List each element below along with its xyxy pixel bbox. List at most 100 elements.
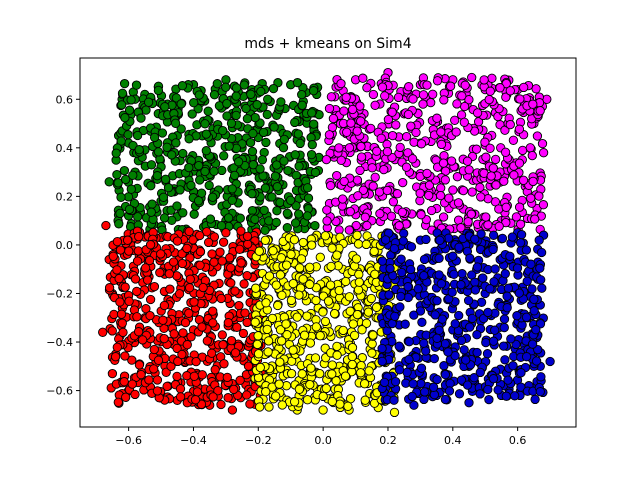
data-point bbox=[234, 300, 244, 311]
data-point bbox=[132, 312, 142, 322]
data-point bbox=[277, 290, 287, 300]
data-point bbox=[215, 247, 225, 257]
data-point bbox=[261, 387, 271, 397]
data-point bbox=[269, 122, 279, 132]
data-point bbox=[227, 195, 237, 205]
data-point bbox=[409, 400, 419, 410]
data-point bbox=[366, 293, 376, 304]
data-point bbox=[322, 205, 332, 215]
data-point bbox=[120, 174, 131, 185]
data-point bbox=[481, 337, 491, 348]
data-point bbox=[498, 341, 509, 351]
data-point bbox=[115, 297, 125, 307]
data-point bbox=[389, 395, 399, 405]
data-point bbox=[318, 391, 328, 402]
data-point bbox=[114, 219, 124, 229]
data-point bbox=[432, 113, 442, 123]
data-point bbox=[136, 113, 146, 123]
data-point bbox=[200, 166, 210, 177]
data-point bbox=[383, 114, 394, 125]
data-point bbox=[506, 334, 516, 344]
data-point bbox=[231, 83, 242, 93]
data-point bbox=[236, 258, 246, 268]
data-point bbox=[247, 146, 258, 157]
data-point bbox=[347, 359, 357, 370]
data-point bbox=[160, 174, 171, 184]
data-point bbox=[209, 232, 220, 242]
data-point bbox=[167, 150, 177, 160]
data-point bbox=[415, 188, 425, 198]
data-point bbox=[415, 306, 426, 316]
data-point bbox=[326, 261, 336, 272]
data-point bbox=[263, 336, 274, 346]
data-point bbox=[432, 374, 442, 385]
data-point bbox=[195, 230, 205, 241]
data-point bbox=[464, 95, 474, 105]
data-point bbox=[107, 368, 118, 379]
data-point bbox=[210, 365, 220, 375]
y-tick-label: 0.2 bbox=[56, 190, 74, 203]
data-point bbox=[217, 165, 227, 176]
data-point bbox=[152, 386, 163, 396]
data-point bbox=[189, 209, 199, 219]
data-point bbox=[356, 116, 366, 126]
data-point bbox=[132, 256, 143, 266]
data-point bbox=[223, 318, 233, 328]
data-point bbox=[353, 239, 364, 249]
data-point bbox=[464, 165, 474, 175]
data-point bbox=[229, 384, 239, 395]
data-point bbox=[392, 189, 403, 199]
data-point bbox=[470, 277, 480, 287]
data-point bbox=[208, 192, 218, 202]
data-point bbox=[483, 384, 493, 395]
data-point bbox=[510, 391, 520, 401]
data-point bbox=[536, 372, 546, 382]
data-point bbox=[143, 97, 154, 107]
data-point bbox=[495, 83, 505, 93]
x-tick-label: 0.2 bbox=[379, 434, 397, 447]
data-point bbox=[467, 72, 477, 83]
data-point bbox=[406, 121, 416, 131]
data-point bbox=[149, 132, 160, 143]
data-point bbox=[505, 119, 515, 130]
data-point bbox=[141, 304, 151, 314]
data-point bbox=[353, 191, 363, 201]
data-point bbox=[124, 105, 135, 115]
data-point bbox=[305, 262, 315, 272]
data-point bbox=[424, 190, 434, 201]
data-point bbox=[290, 218, 301, 228]
data-point bbox=[422, 168, 432, 179]
data-point bbox=[299, 330, 310, 340]
data-point bbox=[242, 114, 253, 124]
data-point bbox=[171, 93, 182, 103]
data-point bbox=[271, 217, 281, 228]
data-point bbox=[528, 99, 538, 109]
data-point bbox=[212, 79, 222, 89]
data-point bbox=[398, 177, 408, 188]
data-point bbox=[137, 335, 148, 345]
data-point bbox=[399, 228, 409, 239]
data-point bbox=[232, 322, 242, 332]
data-point bbox=[545, 356, 555, 367]
data-point bbox=[145, 240, 156, 250]
data-point bbox=[175, 392, 186, 402]
data-point bbox=[189, 98, 199, 108]
data-point bbox=[436, 279, 447, 289]
data-point bbox=[182, 340, 192, 350]
data-point bbox=[121, 392, 131, 402]
data-point bbox=[132, 286, 142, 297]
data-point bbox=[407, 154, 418, 164]
data-point bbox=[188, 235, 198, 245]
data-point bbox=[390, 311, 400, 321]
data-point bbox=[534, 235, 544, 245]
data-point bbox=[310, 220, 320, 231]
data-point bbox=[182, 243, 192, 254]
data-point bbox=[459, 117, 469, 127]
data-point bbox=[255, 402, 265, 412]
data-point bbox=[467, 187, 477, 197]
data-point bbox=[416, 378, 426, 389]
data-point bbox=[389, 243, 400, 254]
data-point bbox=[409, 310, 419, 320]
data-point bbox=[354, 277, 364, 287]
data-point bbox=[472, 108, 483, 118]
